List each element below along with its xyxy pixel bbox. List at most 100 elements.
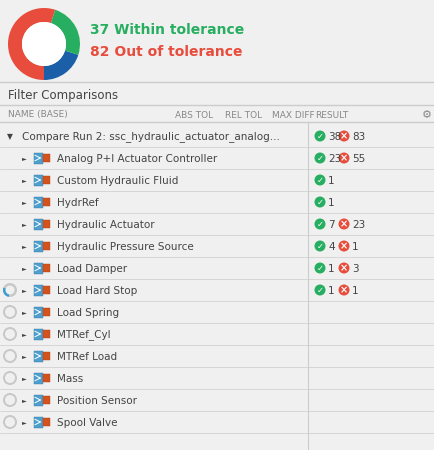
Text: ✓: ✓ (316, 286, 323, 295)
Text: HydrRef: HydrRef (57, 198, 99, 207)
Circle shape (339, 130, 349, 141)
Text: ►: ► (22, 376, 26, 381)
Text: ✓: ✓ (316, 198, 323, 207)
Text: 7: 7 (328, 220, 335, 230)
FancyBboxPatch shape (34, 373, 43, 383)
Text: ►: ► (22, 178, 26, 183)
Text: 55: 55 (352, 153, 365, 163)
Text: ×: × (340, 285, 348, 295)
FancyBboxPatch shape (43, 418, 50, 426)
FancyBboxPatch shape (43, 154, 50, 162)
Circle shape (315, 240, 326, 252)
Text: ✓: ✓ (316, 154, 323, 163)
Circle shape (315, 153, 326, 163)
Circle shape (3, 283, 17, 297)
FancyBboxPatch shape (43, 352, 50, 360)
Text: Load Spring: Load Spring (57, 307, 119, 318)
Text: 83: 83 (352, 131, 365, 141)
Text: ✓: ✓ (316, 264, 323, 273)
Text: 1: 1 (328, 198, 335, 207)
FancyBboxPatch shape (34, 328, 43, 339)
Circle shape (5, 329, 15, 339)
Text: 37 Within tolerance: 37 Within tolerance (90, 23, 244, 37)
Text: ×: × (340, 153, 348, 163)
Text: 38: 38 (328, 131, 341, 141)
Text: ►: ► (22, 332, 26, 337)
Circle shape (22, 22, 66, 66)
Text: ×: × (340, 219, 348, 230)
Text: 1: 1 (352, 285, 358, 296)
Circle shape (3, 371, 17, 385)
FancyBboxPatch shape (34, 197, 43, 207)
Circle shape (3, 415, 17, 429)
Text: Position Sensor: Position Sensor (57, 396, 137, 405)
Text: 1: 1 (352, 242, 358, 252)
FancyBboxPatch shape (34, 262, 43, 274)
FancyBboxPatch shape (43, 308, 50, 316)
Text: MTRef_Cyl: MTRef_Cyl (57, 329, 111, 340)
Text: ►: ► (22, 200, 26, 205)
Text: ✓: ✓ (316, 132, 323, 141)
Circle shape (339, 284, 349, 296)
Circle shape (315, 219, 326, 230)
Text: 1: 1 (328, 285, 335, 296)
Text: ►: ► (22, 398, 26, 403)
FancyBboxPatch shape (43, 176, 50, 184)
FancyBboxPatch shape (34, 395, 43, 405)
Text: Filter Comparisons: Filter Comparisons (8, 89, 118, 102)
Text: ►: ► (22, 420, 26, 425)
Text: ✓: ✓ (316, 220, 323, 229)
Circle shape (3, 349, 17, 363)
Text: MAX DIFF: MAX DIFF (272, 111, 315, 120)
Circle shape (315, 197, 326, 207)
FancyBboxPatch shape (43, 220, 50, 228)
Circle shape (339, 219, 349, 230)
Text: Hydraulic Pressure Source: Hydraulic Pressure Source (57, 242, 194, 252)
Circle shape (5, 373, 15, 383)
Text: 3: 3 (352, 264, 358, 274)
Wedge shape (44, 50, 78, 80)
Text: 82 Out of tolerance: 82 Out of tolerance (90, 45, 243, 59)
Text: 23: 23 (352, 220, 365, 230)
FancyBboxPatch shape (43, 242, 50, 250)
FancyBboxPatch shape (34, 240, 43, 252)
Text: ▼: ▼ (7, 132, 13, 141)
FancyBboxPatch shape (43, 330, 50, 338)
FancyBboxPatch shape (34, 219, 43, 230)
Text: Analog P+I Actuator Controller: Analog P+I Actuator Controller (57, 153, 217, 163)
Wedge shape (51, 10, 80, 55)
Circle shape (5, 395, 15, 405)
Circle shape (3, 393, 17, 407)
FancyBboxPatch shape (43, 396, 50, 404)
FancyBboxPatch shape (43, 374, 50, 382)
Circle shape (5, 307, 15, 317)
Text: ✓: ✓ (316, 176, 323, 185)
Text: 1: 1 (328, 176, 335, 185)
Text: ✓: ✓ (316, 242, 323, 251)
Circle shape (6, 285, 14, 294)
Text: Spool Valve: Spool Valve (57, 418, 118, 428)
Text: ABS TOL: ABS TOL (175, 111, 213, 120)
Text: ►: ► (22, 222, 26, 227)
Text: Load Hard Stop: Load Hard Stop (57, 285, 137, 296)
Text: Hydraulic Actuator: Hydraulic Actuator (57, 220, 155, 230)
Text: ×: × (340, 241, 348, 251)
Circle shape (5, 417, 15, 427)
Text: ►: ► (22, 244, 26, 249)
Text: NAME (BASE): NAME (BASE) (8, 111, 68, 120)
FancyBboxPatch shape (43, 198, 50, 206)
Text: ►: ► (22, 156, 26, 161)
Circle shape (339, 262, 349, 274)
FancyBboxPatch shape (34, 175, 43, 185)
Circle shape (315, 284, 326, 296)
Circle shape (315, 262, 326, 274)
FancyBboxPatch shape (34, 284, 43, 296)
Text: ►: ► (22, 266, 26, 271)
Text: RESULT: RESULT (315, 111, 348, 120)
Text: ⚙: ⚙ (422, 110, 432, 120)
Text: ►: ► (22, 310, 26, 315)
Text: ►: ► (22, 288, 26, 293)
Text: REL TOL: REL TOL (225, 111, 262, 120)
Circle shape (315, 175, 326, 185)
Circle shape (339, 153, 349, 163)
